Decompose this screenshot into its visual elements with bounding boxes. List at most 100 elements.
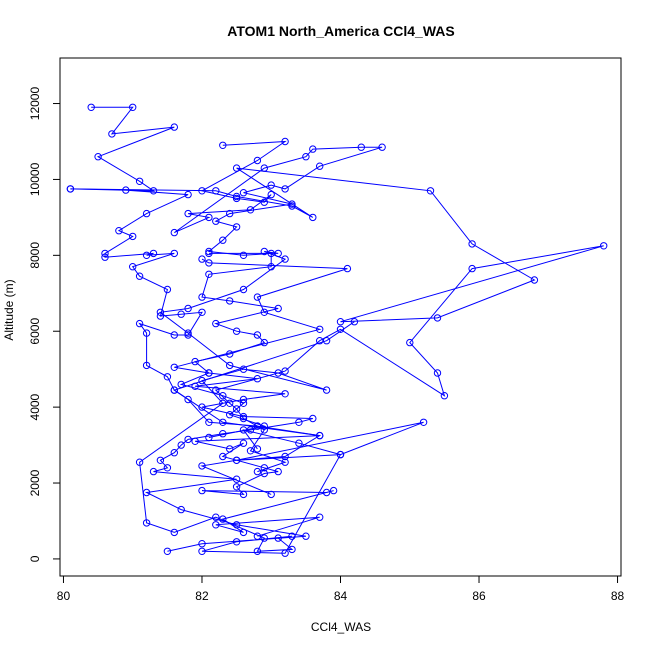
data-point (219, 392, 227, 400)
data-point (170, 123, 179, 131)
data-point (163, 285, 172, 294)
data-point (135, 272, 144, 280)
data-point (226, 297, 234, 305)
data-point (309, 414, 317, 423)
data-point (336, 450, 345, 459)
data-point (177, 310, 185, 318)
chart-title: ATOM1 North_America CCl4_WAS (227, 23, 454, 39)
data-point (239, 251, 248, 260)
data-point (212, 386, 220, 394)
data-point (239, 414, 248, 423)
data-point (253, 547, 262, 555)
data-point (239, 395, 248, 404)
data-point (129, 232, 137, 241)
data-point (184, 329, 192, 337)
data-point (170, 528, 179, 537)
data-point (253, 156, 262, 165)
data-point (142, 251, 151, 260)
data-point (316, 162, 324, 170)
data-point (232, 483, 241, 491)
data-point (406, 338, 414, 347)
data-point (219, 452, 227, 461)
data-point (156, 308, 165, 316)
data-point (316, 431, 324, 440)
x-axis-label: CCl4_WAS (311, 620, 371, 634)
data-point (212, 319, 220, 328)
data-point (219, 236, 227, 244)
data-point (316, 513, 324, 521)
x-tick-label: 88 (611, 589, 625, 603)
data-point (205, 247, 213, 256)
series-line (144, 258, 348, 552)
data-point (281, 255, 289, 263)
data-point (212, 513, 220, 521)
data-point (212, 217, 220, 225)
data-point (309, 145, 317, 153)
data-point (260, 426, 268, 434)
data-point (232, 405, 241, 413)
data-point (232, 223, 241, 231)
data-point (281, 452, 289, 461)
x-tick-label: 84 (334, 589, 348, 603)
data-point (253, 445, 262, 453)
data-point (253, 375, 262, 383)
y-tick-label: 8000 (28, 242, 42, 269)
data-point (350, 318, 359, 326)
data-point (468, 240, 476, 248)
data-point (170, 249, 179, 258)
data-point (198, 308, 206, 316)
data-point (198, 486, 206, 495)
data-point (177, 505, 185, 514)
data-point (281, 185, 289, 193)
data-point (66, 185, 75, 193)
data-point (600, 242, 608, 250)
x-tick-label: 82 (195, 589, 209, 603)
y-tick-label: 6000 (28, 318, 42, 345)
data-point (149, 187, 158, 195)
data-point (329, 486, 338, 495)
data-point (177, 441, 185, 449)
data-point (288, 202, 296, 210)
data-point (212, 521, 220, 529)
data-point (170, 386, 179, 394)
data-point (205, 249, 213, 258)
data-point (239, 426, 248, 434)
data-point (281, 390, 289, 398)
data-point (426, 187, 435, 195)
data-point (226, 361, 234, 370)
data-point (274, 304, 282, 313)
data-point (239, 285, 248, 294)
data-point (322, 488, 331, 497)
data-point (267, 490, 275, 499)
data-point (274, 369, 282, 377)
plot-area: 80 82 84 86 88 0 2000 4000 6000 8000 10000 12000 (28, 57, 625, 603)
data-point (142, 361, 151, 370)
data-point (149, 249, 158, 258)
x-tick-label: 80 (57, 589, 71, 603)
data-point (198, 547, 206, 555)
data-point (239, 189, 248, 197)
data-point (253, 331, 262, 339)
data-point (260, 247, 268, 256)
y-axis-label: Altitude (m) (2, 279, 16, 340)
data-point (205, 259, 213, 267)
data-point (288, 532, 296, 540)
data-point (135, 458, 144, 466)
data-point (232, 194, 241, 203)
data-point (232, 521, 241, 529)
data-point (267, 190, 275, 199)
data-point (219, 430, 227, 438)
data-point (316, 337, 324, 345)
data-point (170, 449, 179, 457)
data-point (135, 177, 144, 186)
data-point (226, 411, 234, 419)
data-point (309, 213, 317, 222)
data-point (530, 276, 539, 284)
data-point (253, 467, 262, 476)
data-point (419, 418, 428, 426)
data-point (281, 458, 289, 466)
data-point (322, 337, 331, 345)
data-point (226, 445, 234, 453)
data-point (433, 369, 442, 377)
